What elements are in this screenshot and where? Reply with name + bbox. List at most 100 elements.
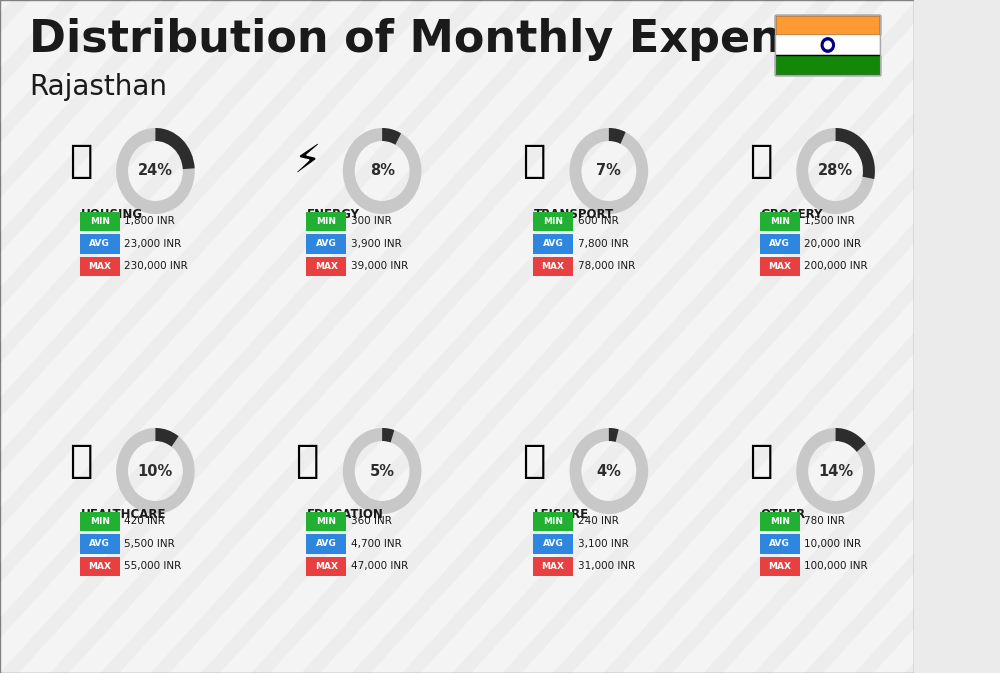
FancyBboxPatch shape [533,256,573,276]
Text: ⚡: ⚡ [294,142,321,180]
Text: AVG: AVG [769,239,790,248]
Text: AVG: AVG [89,239,110,248]
FancyBboxPatch shape [775,15,880,35]
Text: MAX: MAX [315,562,338,571]
Text: 5%: 5% [370,464,395,479]
Text: 4,700 INR: 4,700 INR [351,539,402,548]
Text: OTHER: OTHER [761,508,806,521]
Text: ENERGY: ENERGY [307,208,360,221]
Text: 780 INR: 780 INR [804,516,845,526]
FancyBboxPatch shape [760,256,800,276]
FancyBboxPatch shape [80,211,120,231]
Text: 20,000 INR: 20,000 INR [804,239,862,249]
Text: 🏢: 🏢 [69,142,92,180]
FancyBboxPatch shape [80,511,120,531]
Text: TRANSPORT: TRANSPORT [534,208,614,221]
FancyBboxPatch shape [533,234,573,254]
Text: 10,000 INR: 10,000 INR [804,539,862,548]
Text: 100,000 INR: 100,000 INR [804,561,868,571]
FancyBboxPatch shape [0,0,914,673]
FancyBboxPatch shape [760,234,800,254]
Text: MIN: MIN [770,217,790,225]
Wedge shape [343,128,421,214]
Text: 1,500 INR: 1,500 INR [804,216,855,226]
Text: MAX: MAX [88,562,111,571]
Text: 31,000 INR: 31,000 INR [578,561,635,571]
Wedge shape [155,428,179,447]
Text: MAX: MAX [768,262,791,271]
Text: 1,800 INR: 1,800 INR [124,216,175,226]
Text: 23,000 INR: 23,000 INR [124,239,182,249]
Text: AVG: AVG [543,539,563,548]
FancyBboxPatch shape [760,211,800,231]
Text: LEISURE: LEISURE [534,508,589,521]
FancyBboxPatch shape [306,256,346,276]
Text: 28%: 28% [818,164,853,178]
Text: AVG: AVG [316,239,337,248]
Text: MIN: MIN [770,517,790,526]
Wedge shape [609,428,619,442]
Text: MAX: MAX [542,562,565,571]
Wedge shape [570,128,648,214]
Text: 47,000 INR: 47,000 INR [351,561,408,571]
Text: MIN: MIN [90,217,110,225]
Text: AVG: AVG [89,539,110,548]
Text: 💰: 💰 [749,442,772,480]
FancyBboxPatch shape [80,234,120,254]
FancyBboxPatch shape [760,557,800,576]
FancyBboxPatch shape [760,534,800,553]
FancyBboxPatch shape [80,534,120,553]
Text: 240 INR: 240 INR [578,516,619,526]
Circle shape [824,41,831,49]
Text: 230,000 INR: 230,000 INR [124,261,188,271]
Text: 4%: 4% [596,464,621,479]
Wedge shape [155,128,195,169]
FancyBboxPatch shape [533,511,573,531]
Text: Rajasthan: Rajasthan [29,73,167,101]
Text: GROCERY: GROCERY [761,208,823,221]
Text: 420 INR: 420 INR [124,516,165,526]
Text: Distribution of Monthly Expenses: Distribution of Monthly Expenses [29,18,865,61]
Text: 600 INR: 600 INR [578,216,619,226]
Text: 7%: 7% [596,164,621,178]
Text: 3,100 INR: 3,100 INR [578,539,629,548]
Text: MAX: MAX [542,262,565,271]
Text: MAX: MAX [315,262,338,271]
Text: 5,500 INR: 5,500 INR [124,539,175,548]
FancyBboxPatch shape [80,256,120,276]
Text: 3,900 INR: 3,900 INR [351,239,402,249]
FancyBboxPatch shape [306,511,346,531]
Text: 24%: 24% [138,164,173,178]
Text: AVG: AVG [543,239,563,248]
Text: MIN: MIN [90,517,110,526]
FancyBboxPatch shape [306,234,346,254]
Text: 10%: 10% [138,464,173,479]
Text: EDUCATION: EDUCATION [307,508,384,521]
FancyBboxPatch shape [533,534,573,553]
FancyBboxPatch shape [306,534,346,553]
FancyBboxPatch shape [306,211,346,231]
Text: AVG: AVG [769,539,790,548]
FancyBboxPatch shape [80,557,120,576]
Text: 78,000 INR: 78,000 INR [578,261,635,271]
FancyBboxPatch shape [306,557,346,576]
Text: MIN: MIN [316,517,336,526]
Text: 💓: 💓 [69,442,92,480]
Wedge shape [570,428,648,514]
FancyBboxPatch shape [533,211,573,231]
Text: MIN: MIN [543,517,563,526]
FancyBboxPatch shape [775,55,880,75]
Wedge shape [836,128,875,179]
Text: 360 INR: 360 INR [351,516,392,526]
Text: MAX: MAX [88,262,111,271]
Text: MAX: MAX [768,562,791,571]
Text: 7,800 INR: 7,800 INR [578,239,629,249]
Circle shape [821,38,834,52]
Wedge shape [836,428,866,452]
Text: 🛍: 🛍 [522,442,546,480]
Text: MIN: MIN [543,217,563,225]
Text: AVG: AVG [316,539,337,548]
FancyBboxPatch shape [533,557,573,576]
Text: 200,000 INR: 200,000 INR [804,261,868,271]
Wedge shape [796,428,875,514]
